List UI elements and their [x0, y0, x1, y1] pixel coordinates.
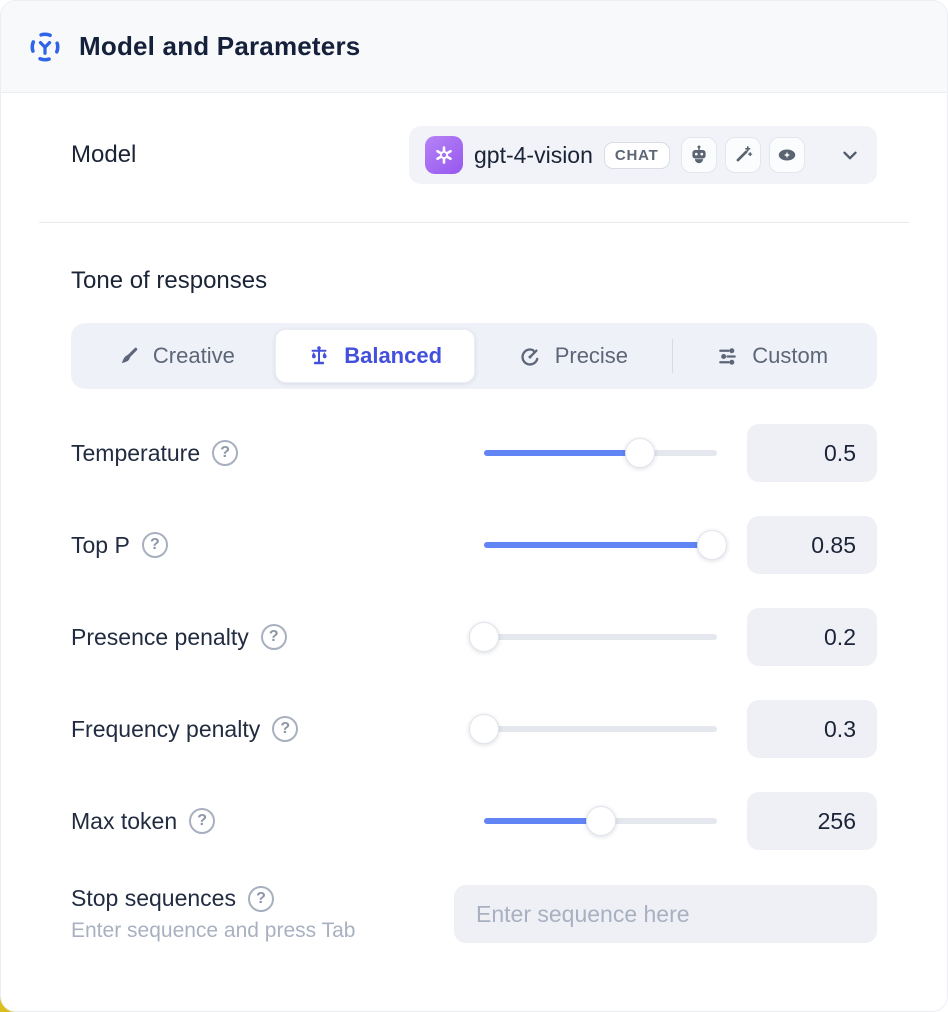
top-p-label: Top P [71, 531, 130, 558]
model-label: Model [71, 141, 137, 168]
tab-creative[interactable]: Creative [77, 329, 275, 383]
presence-penalty-value[interactable]: 0.2 [747, 608, 877, 666]
tone-tab-bar: Creative Balanced [71, 323, 877, 389]
openai-logo [425, 136, 463, 174]
tab-separator [672, 339, 674, 373]
tab-label: Creative [152, 343, 235, 368]
help-icon[interactable]: ? [272, 716, 299, 742]
temperature-slider[interactable] [484, 438, 717, 468]
stop-sequences-label: Stop sequences [71, 885, 236, 911]
param-row-max-token: Max token ? 256 [71, 792, 877, 850]
param-row-frequency-penalty: Frequency penalty ? 0.3 [71, 700, 877, 758]
stop-sequences-hint: Enter sequence and press Tab [71, 919, 356, 942]
presence-penalty-label: Presence penalty [71, 623, 249, 650]
selected-model-name: gpt-4-vision [474, 141, 593, 168]
frequency-penalty-label: Frequency penalty [71, 715, 261, 742]
help-icon[interactable]: ? [247, 885, 274, 912]
temperature-label: Temperature [71, 439, 201, 466]
stop-sequences-row: Stop sequences ? Enter sequence and pres… [71, 885, 877, 943]
max-token-label: Max token [71, 807, 178, 834]
slider-thumb[interactable] [469, 714, 499, 744]
top-p-slider[interactable] [484, 530, 728, 560]
tab-balanced[interactable]: Balanced [274, 329, 475, 383]
chat-type-badge: CHAT [603, 141, 670, 169]
balance-scale-icon [307, 344, 331, 368]
presence-penalty-slider[interactable] [469, 622, 717, 652]
vision-eye-icon [768, 137, 805, 173]
help-icon[interactable]: ? [141, 532, 168, 558]
target-icon [519, 345, 542, 368]
section-divider [39, 222, 909, 223]
slider-thumb[interactable] [625, 438, 656, 468]
panel-body: Model gpt-4-vision CHAT [1, 126, 947, 943]
page-title: Model and Parameters [79, 31, 361, 61]
param-row-presence-penalty: Presence penalty ? 0.2 [71, 608, 877, 666]
help-icon[interactable]: ? [212, 440, 239, 466]
max-token-value[interactable]: 256 [747, 792, 877, 850]
frequency-penalty-value[interactable]: 0.3 [747, 700, 877, 758]
top-p-value[interactable]: 0.85 [747, 516, 877, 574]
max-token-slider[interactable] [484, 806, 717, 836]
help-icon[interactable]: ? [189, 808, 216, 834]
tab-precise[interactable]: Precise [475, 329, 673, 383]
help-icon[interactable]: ? [260, 624, 287, 650]
model-hub-icon [28, 30, 62, 64]
model-row: Model gpt-4-vision CHAT [71, 126, 877, 184]
paintbrush-icon [117, 345, 140, 368]
slider-thumb[interactable] [585, 806, 616, 836]
model-select[interactable]: gpt-4-vision CHAT [409, 126, 877, 184]
tab-label: Precise [554, 343, 629, 368]
panel-header: Model and Parameters [1, 1, 947, 93]
tab-label: Balanced [344, 343, 443, 368]
tab-label: Custom [752, 343, 829, 368]
magic-wand-icon [724, 137, 761, 173]
param-row-temperature: Temperature ? 0.5 [71, 424, 877, 482]
slider-thumb[interactable] [469, 622, 499, 652]
temperature-value[interactable]: 0.5 [747, 424, 877, 482]
robot-icon [680, 137, 717, 173]
sliders-icon [716, 345, 739, 368]
stop-sequence-input[interactable] [454, 885, 877, 943]
tab-custom[interactable]: Custom [673, 329, 871, 383]
frequency-penalty-slider[interactable] [469, 714, 717, 744]
slider-thumb[interactable] [697, 530, 728, 560]
tone-section-title: Tone of responses [71, 267, 268, 294]
param-row-top-p: Top P ? 0.85 [71, 516, 877, 574]
chevron-down-icon [839, 144, 861, 166]
